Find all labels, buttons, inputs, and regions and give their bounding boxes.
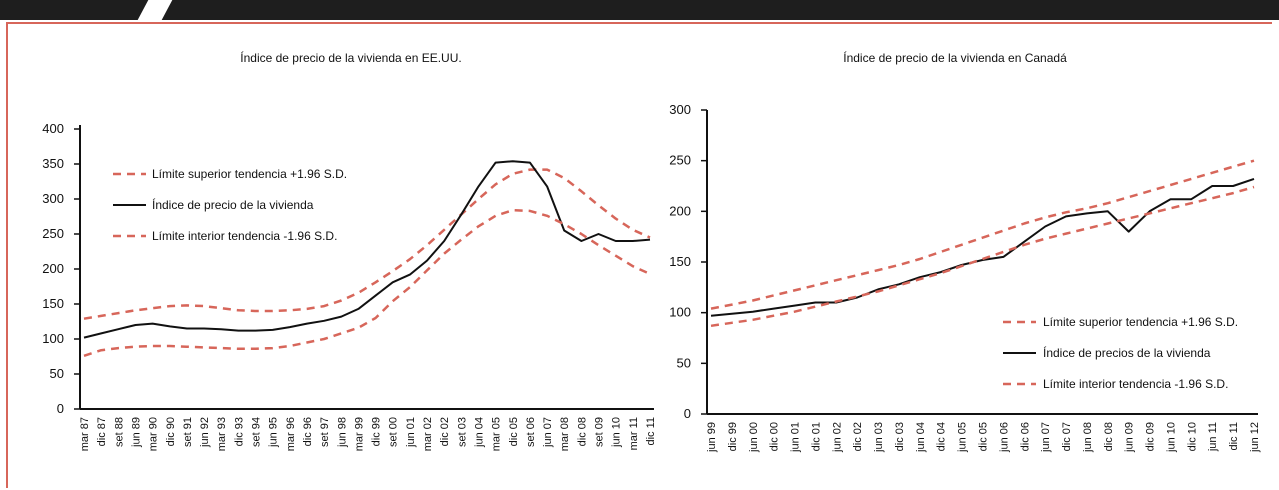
x-tick-label: dic 02: [852, 422, 864, 451]
x-tick-label: jun 98: [336, 417, 348, 448]
series-line-1: [710, 177, 1255, 317]
x-tick-label: mar 02: [422, 417, 434, 451]
x-tick-label: dic 04: [936, 422, 948, 451]
x-tick-label: jun 01: [405, 417, 417, 448]
y-tick-label: 250: [669, 153, 691, 168]
legend-label: Límite superior tendencia +1.96 S.D.: [1043, 315, 1238, 329]
x-tick-label: dic 02: [439, 417, 451, 446]
y-tick-label: 0: [684, 406, 691, 421]
series-line-2: [83, 208, 651, 357]
x-tick-label: dic 93: [233, 417, 245, 446]
y-tick-label: 350: [42, 156, 64, 171]
panel-frame: [6, 22, 1272, 488]
x-tick-label: jun 03: [873, 422, 885, 453]
x-tick-label: dic 06: [1019, 422, 1031, 451]
x-tick-label: jun 09: [1124, 422, 1136, 453]
x-tick-label: jun 00: [748, 422, 760, 453]
y-tick-label: 50: [50, 366, 64, 381]
x-tick-label: mar 90: [148, 417, 160, 451]
legend-label: Índice de precios de la vivienda: [1043, 345, 1211, 360]
x-tick-label: jun 99: [706, 422, 718, 453]
x-tick-label: jun 04: [915, 422, 927, 453]
x-tick-label: jun 95: [268, 417, 280, 448]
legend-label: Índice de precio de la vivienda: [152, 197, 314, 212]
x-tick-label: jun 06: [998, 422, 1010, 453]
x-tick-label: jun 02: [831, 422, 843, 453]
x-tick-label: dic 10: [1186, 422, 1198, 451]
x-tick-label: set 06: [525, 417, 537, 447]
x-tick-label: jun 10: [611, 417, 623, 448]
x-tick-label: dic 99: [727, 422, 739, 451]
x-tick-label: mar 99: [353, 417, 365, 451]
x-tick-label: dic 87: [96, 417, 108, 446]
x-tick-label: dic 96: [302, 417, 314, 446]
x-tick-label: mar 05: [491, 417, 503, 451]
x-tick-label: dic 08: [576, 417, 588, 446]
x-tick-label: dic 09: [1145, 422, 1157, 451]
y-tick-label: 300: [42, 191, 64, 206]
x-tick-label: set 00: [388, 417, 400, 447]
x-tick-label: dic 03: [894, 422, 906, 451]
x-tick-label: jun 07: [1040, 422, 1052, 453]
y-tick-label: 150: [669, 254, 691, 269]
x-tick-label: dic 11: [645, 417, 657, 446]
chart-canada-title: Índice de precio de la vivienda en Canad…: [843, 50, 1067, 65]
y-tick-label: 400: [42, 121, 64, 136]
x-tick-label: jun 08: [1082, 422, 1094, 453]
x-tick-label: jun 11: [1207, 422, 1219, 452]
x-tick-label: dic 99: [371, 417, 383, 446]
x-tick-label: set 94: [251, 417, 263, 447]
chart-us: 0 50 100 150 200 250 300 350 400 mar 87 dic 87 set …: [42, 121, 657, 451]
x-tick-label: dic 01: [810, 422, 822, 451]
y-tick-label: 50: [677, 355, 691, 370]
x-tick-label: dic 90: [165, 417, 177, 446]
x-tick-label: jun 01: [790, 422, 802, 453]
x-tick-label: jun 04: [473, 417, 485, 448]
y-tick-label: 150: [42, 296, 64, 311]
x-tick-label: mar 08: [559, 417, 571, 451]
x-tick-label: jun 10: [1165, 422, 1177, 453]
x-tick-label: dic 07: [1061, 422, 1073, 451]
series-line-1: [83, 160, 651, 339]
x-tick-label: mar 87: [79, 417, 91, 451]
legend-label: Límite superior tendencia +1.96 S.D.: [152, 167, 347, 181]
top-banner: [0, 0, 1279, 20]
series-line-2: [710, 185, 1255, 328]
chart-us-title: Índice de precio de la vivienda en EE.UU…: [240, 50, 461, 65]
legend-label: Límite interior tendencia -1.96 S.D.: [1043, 377, 1228, 391]
legend-label: Límite interior tendencia -1.96 S.D.: [152, 229, 337, 243]
y-tick-label: 0: [57, 401, 64, 416]
x-tick-label: dic 05: [508, 417, 520, 446]
x-tick-label: dic 00: [769, 422, 781, 451]
x-tick-label: set 88: [113, 417, 125, 447]
x-tick-label: mar 96: [285, 417, 297, 451]
x-tick-label: set 09: [594, 417, 606, 447]
series-line-0: [83, 168, 651, 320]
x-tick-label: mar 93: [216, 417, 228, 451]
y-tick-label: 200: [42, 261, 64, 276]
x-tick-label: jun 92: [199, 417, 211, 448]
x-tick-label: jun 05: [957, 422, 969, 453]
x-tick-label: dic 05: [978, 422, 990, 451]
x-tick-label: dic 11: [1228, 422, 1240, 451]
x-tick-label: jun 07: [542, 417, 554, 448]
y-tick-label: 100: [42, 331, 64, 346]
x-tick-label: set 91: [182, 417, 194, 447]
x-tick-label: jun 89: [130, 417, 142, 448]
x-tick-label: dic 08: [1103, 422, 1115, 451]
y-tick-label: 100: [669, 305, 691, 320]
y-tick-label: 300: [669, 102, 691, 117]
x-tick-label: jun 12: [1249, 422, 1261, 453]
x-tick-label: set 97: [319, 417, 331, 447]
series-line-0: [710, 159, 1255, 310]
y-tick-label: 200: [669, 203, 691, 218]
x-tick-label: mar 11: [628, 417, 640, 450]
y-tick-label: 250: [42, 226, 64, 241]
x-tick-label: set 03: [456, 417, 468, 447]
chart-canada: 0 50 100 150 200 250 300 jun 99 dic 99 jun 00 dic …: [669, 102, 1261, 453]
